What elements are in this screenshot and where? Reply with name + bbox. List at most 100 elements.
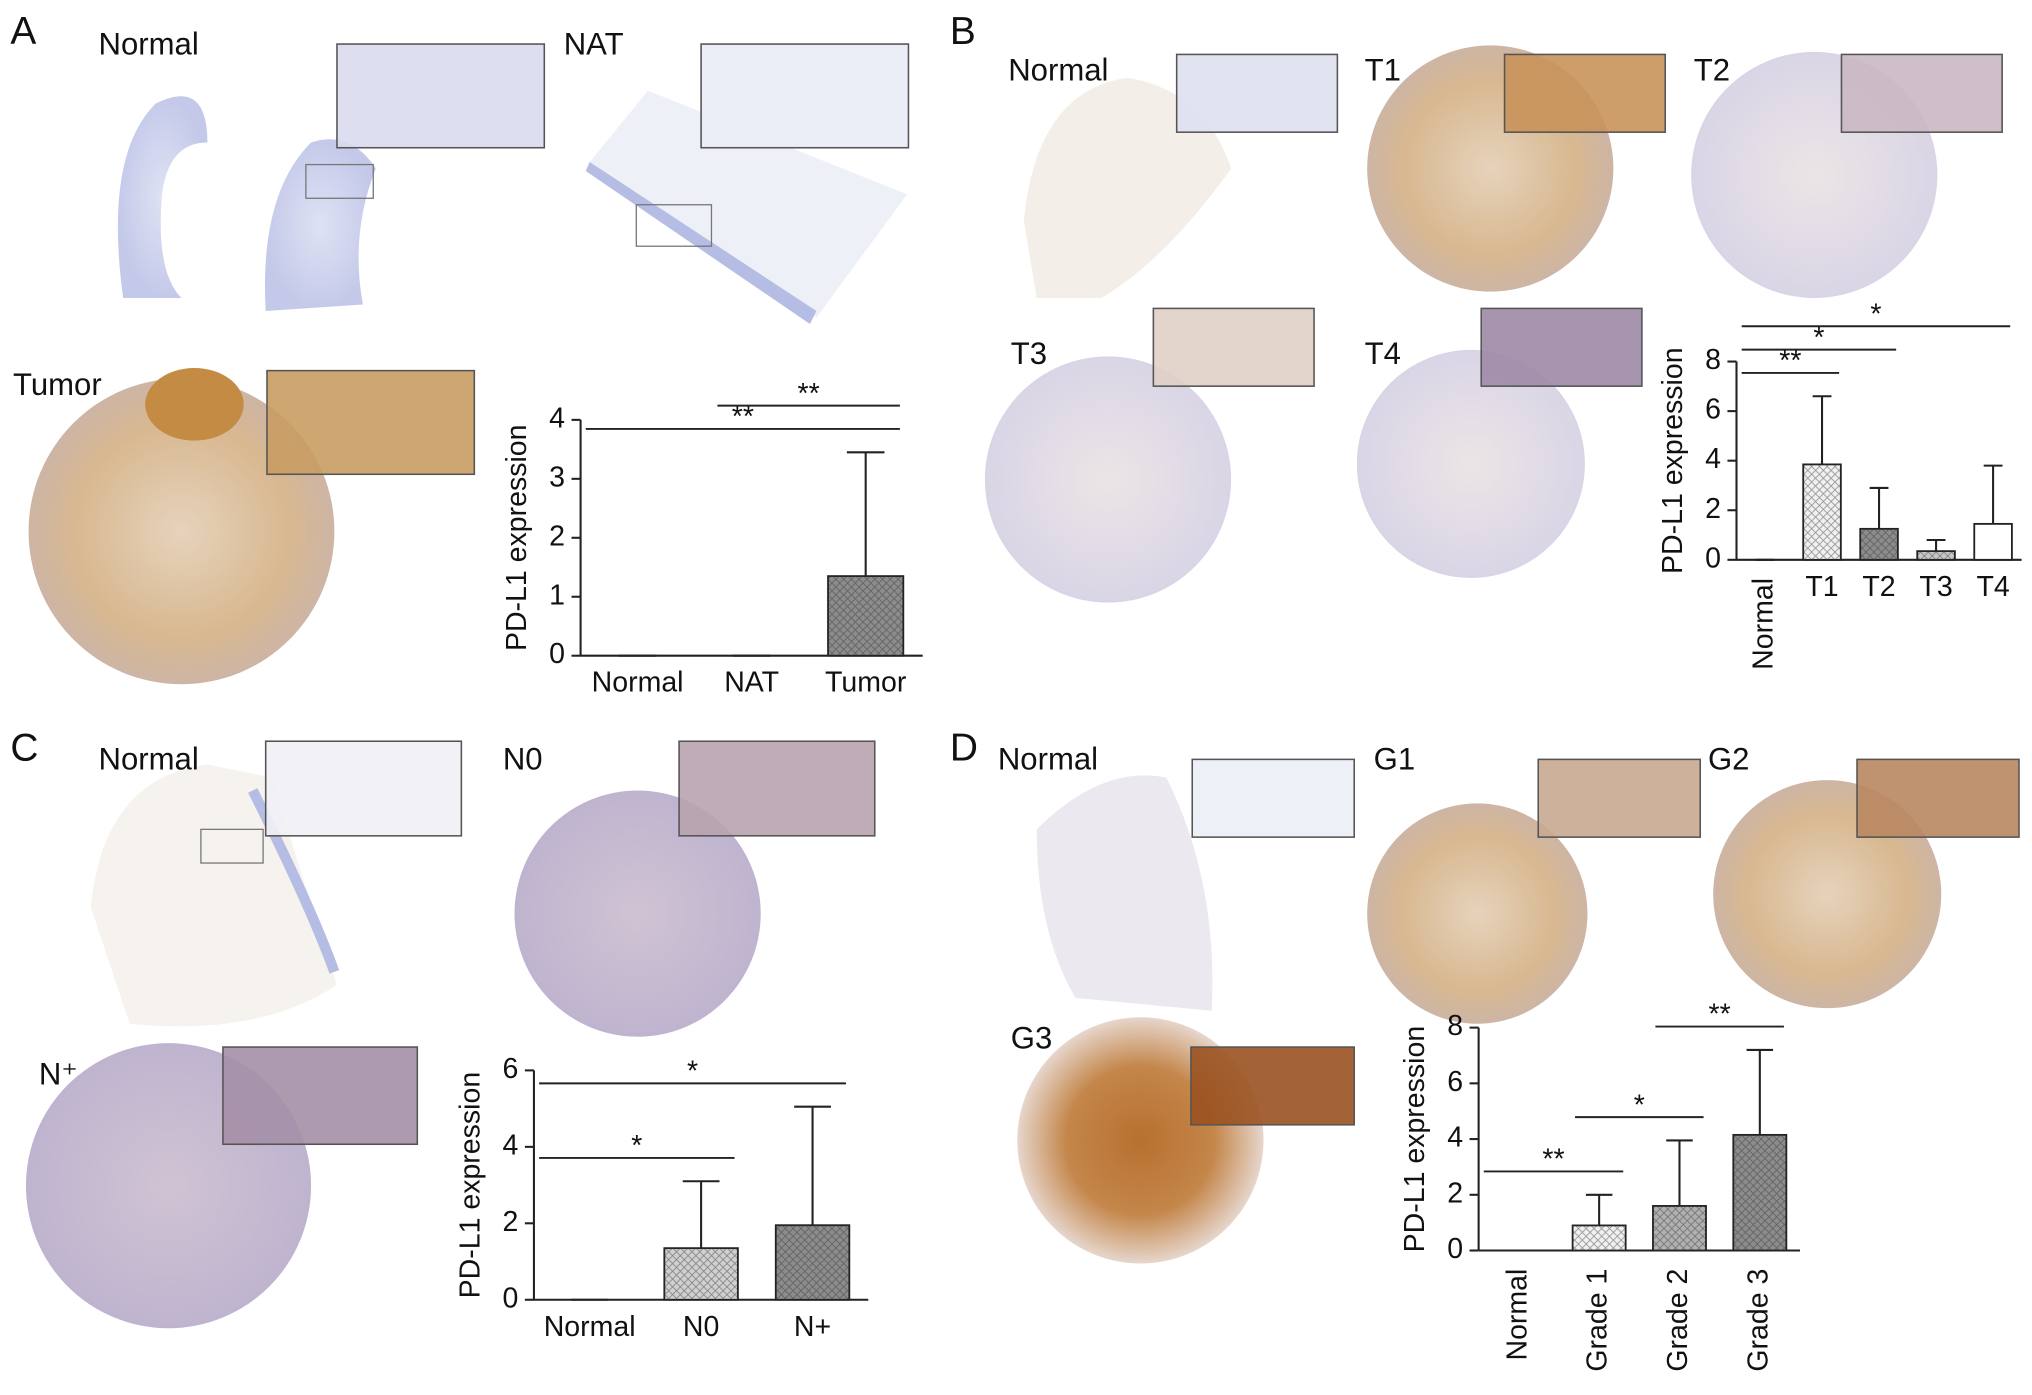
micrograph bbox=[28, 378, 335, 685]
inset bbox=[1503, 53, 1667, 133]
micrograph bbox=[117, 96, 208, 299]
y-tick-label: 6 bbox=[503, 1053, 519, 1085]
inset bbox=[1856, 758, 2020, 838]
inset bbox=[222, 1046, 419, 1146]
y-tick-label: 2 bbox=[503, 1206, 519, 1238]
x-tick-label: T3 bbox=[1919, 571, 1952, 603]
micrograph bbox=[984, 356, 1232, 603]
image-label: T1 bbox=[1365, 52, 1401, 87]
micrograph bbox=[1356, 349, 1585, 578]
error-bar bbox=[794, 1105, 831, 1226]
significance-label: ** bbox=[798, 378, 820, 410]
x-tick-label: Normal bbox=[1501, 1269, 1533, 1361]
y-tick-label: 3 bbox=[549, 461, 565, 493]
micrograph bbox=[264, 139, 376, 312]
x-tick-label: Normal bbox=[592, 667, 684, 699]
error-bar bbox=[1585, 1193, 1613, 1226]
y-tick-label: 0 bbox=[1705, 542, 1721, 574]
x-tick-label: Grade 1 bbox=[1582, 1269, 1614, 1372]
bar-texture bbox=[828, 576, 904, 656]
micrograph bbox=[585, 161, 817, 324]
significance-label: ** bbox=[1709, 999, 1731, 1031]
error-bar bbox=[1869, 486, 1889, 529]
bar-texture bbox=[1733, 1134, 1787, 1251]
y-tick-label: 2 bbox=[1447, 1177, 1463, 1209]
x-tick-label: Grade 2 bbox=[1662, 1269, 1694, 1372]
micrograph bbox=[514, 790, 761, 1037]
error-bar bbox=[846, 451, 885, 577]
y-tick-label: 4 bbox=[1705, 443, 1721, 475]
image-label: T4 bbox=[1365, 336, 1401, 371]
y-tick-label: 2 bbox=[1705, 493, 1721, 525]
micrographs bbox=[25, 43, 2020, 1329]
bar-texture bbox=[1572, 1225, 1626, 1251]
error-bar bbox=[1926, 538, 1946, 552]
y-axis-label: PD-L1 expression bbox=[501, 425, 533, 652]
bar-texture bbox=[1917, 551, 1955, 560]
bar-texture bbox=[1860, 528, 1898, 560]
micrograph bbox=[589, 90, 908, 318]
image-label: Normal bbox=[998, 742, 1098, 777]
image-label: Tumor bbox=[13, 367, 102, 402]
y-tick-label: 8 bbox=[1447, 1010, 1463, 1042]
image-label: Normal bbox=[99, 26, 199, 61]
inset bbox=[336, 43, 546, 149]
y-tick-label: 4 bbox=[549, 402, 565, 434]
bar-texture bbox=[1652, 1205, 1706, 1251]
bar-texture bbox=[775, 1225, 850, 1300]
y-axis-label: PD-L1 expression bbox=[1399, 1026, 1431, 1253]
micrograph bbox=[1036, 775, 1213, 1011]
micrograph bbox=[145, 368, 244, 441]
image-label: N0 bbox=[503, 742, 543, 777]
panel-letter: B bbox=[950, 10, 976, 53]
significance-label: ** bbox=[1779, 345, 1801, 377]
inset bbox=[678, 740, 876, 837]
image-label: T2 bbox=[1694, 52, 1730, 87]
y-tick-label: 0 bbox=[503, 1282, 519, 1314]
inset bbox=[264, 740, 463, 837]
bar-texture bbox=[1803, 464, 1841, 560]
x-tick-label: T2 bbox=[1862, 571, 1895, 603]
error-bar bbox=[1666, 1139, 1693, 1206]
significance-label: * bbox=[1813, 322, 1824, 354]
micrograph bbox=[1367, 803, 1588, 1024]
inset bbox=[1191, 758, 1355, 838]
y-tick-label: 6 bbox=[1705, 394, 1721, 426]
significance-label: * bbox=[1634, 1089, 1645, 1121]
image-label: N⁺ bbox=[39, 1057, 78, 1092]
error-bar bbox=[1983, 464, 2003, 524]
labels: A Normal NAT Tumor B Normal T1 T2 T3 T4 … bbox=[10, 10, 1749, 1092]
significance-label: * bbox=[1870, 298, 1881, 330]
significance-label: * bbox=[687, 1056, 698, 1088]
inset bbox=[1152, 307, 1315, 387]
inset-box bbox=[305, 163, 374, 199]
x-tick-label: T4 bbox=[1976, 571, 2009, 603]
image-label: Normal bbox=[99, 742, 199, 777]
inset bbox=[1537, 758, 1701, 838]
y-tick-label: 8 bbox=[1705, 344, 1721, 376]
image-label: T3 bbox=[1011, 336, 1047, 371]
significance-label: ** bbox=[732, 401, 754, 433]
y-tick-label: 4 bbox=[503, 1129, 519, 1161]
x-tick-label: NAT bbox=[724, 667, 779, 699]
x-tick-label: N+ bbox=[794, 1311, 831, 1343]
inset bbox=[1840, 53, 2003, 133]
inset-box bbox=[635, 204, 713, 247]
y-tick-label: 6 bbox=[1447, 1066, 1463, 1098]
x-tick-label: T1 bbox=[1805, 571, 1838, 603]
y-tick-label: 0 bbox=[1447, 1233, 1463, 1265]
image-label: NAT bbox=[564, 26, 624, 61]
image-label: G3 bbox=[1011, 1020, 1052, 1055]
inset bbox=[700, 43, 910, 149]
image-label: G1 bbox=[1374, 742, 1415, 777]
inset bbox=[266, 369, 476, 476]
x-tick-label: Normal bbox=[1748, 578, 1780, 670]
panel-letter: A bbox=[10, 10, 36, 53]
error-bar bbox=[1746, 1048, 1774, 1135]
x-tick-label: N0 bbox=[683, 1311, 719, 1343]
y-tick-label: 1 bbox=[549, 579, 565, 611]
significance-label: * bbox=[631, 1130, 642, 1162]
image-label: G2 bbox=[1708, 742, 1749, 777]
image-label: Normal bbox=[1008, 52, 1108, 87]
